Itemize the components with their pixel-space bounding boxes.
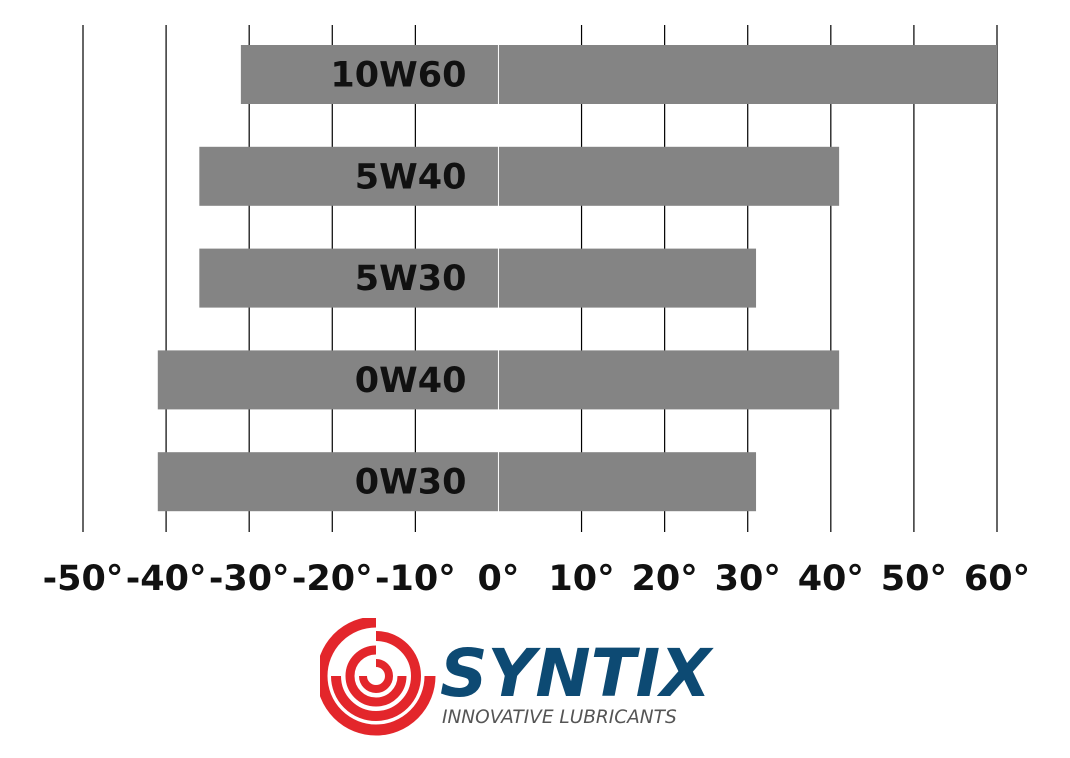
- bar-10w60: [240, 45, 997, 104]
- bar-5w40: [199, 146, 840, 206]
- tick-label: 60°: [964, 559, 1030, 599]
- bar-labels: 10W60 5W40 5W30 0W40 0W30: [330, 56, 466, 503]
- brand-tagline: INNOVATIVE LUBRICANTS: [442, 707, 677, 728]
- tick-label: -10°: [375, 559, 456, 599]
- bar-label: 5W40: [355, 157, 467, 197]
- swirl-logo-icon: [320, 618, 436, 736]
- x-axis-tick-labels: -50° -40° -30° -20° -10° 0° 10° 20° 30° 40° 50° 60°: [43, 559, 1030, 599]
- bar-0w30: [157, 452, 757, 512]
- tick-label: 30°: [715, 559, 781, 599]
- brand-name: SYNTIX: [440, 635, 714, 712]
- chart: 10W60 5W40 5W30 0W40 0W30 -50° -40° -30° -20° -1…: [43, 25, 1030, 599]
- tick-label: -20°: [292, 559, 373, 599]
- bar-label: 0W30: [355, 463, 467, 503]
- tick-label: 20°: [632, 559, 698, 599]
- bar-label: 0W40: [355, 361, 467, 401]
- tick-label: -30°: [209, 559, 290, 599]
- tick-label: -50°: [43, 559, 124, 599]
- syntix-logo: SYNTIX INNOVATIVE LUBRICANTS: [320, 618, 714, 736]
- tick-label: 50°: [881, 559, 947, 599]
- bars: [157, 45, 997, 512]
- bar-label: 5W30: [355, 259, 467, 299]
- bar-label: 10W60: [330, 56, 466, 96]
- tick-label: -40°: [126, 559, 207, 599]
- tick-label: 10°: [548, 559, 614, 599]
- tick-label: 40°: [798, 559, 864, 599]
- tick-label: 0°: [478, 559, 520, 599]
- bar-5w30: [199, 248, 757, 308]
